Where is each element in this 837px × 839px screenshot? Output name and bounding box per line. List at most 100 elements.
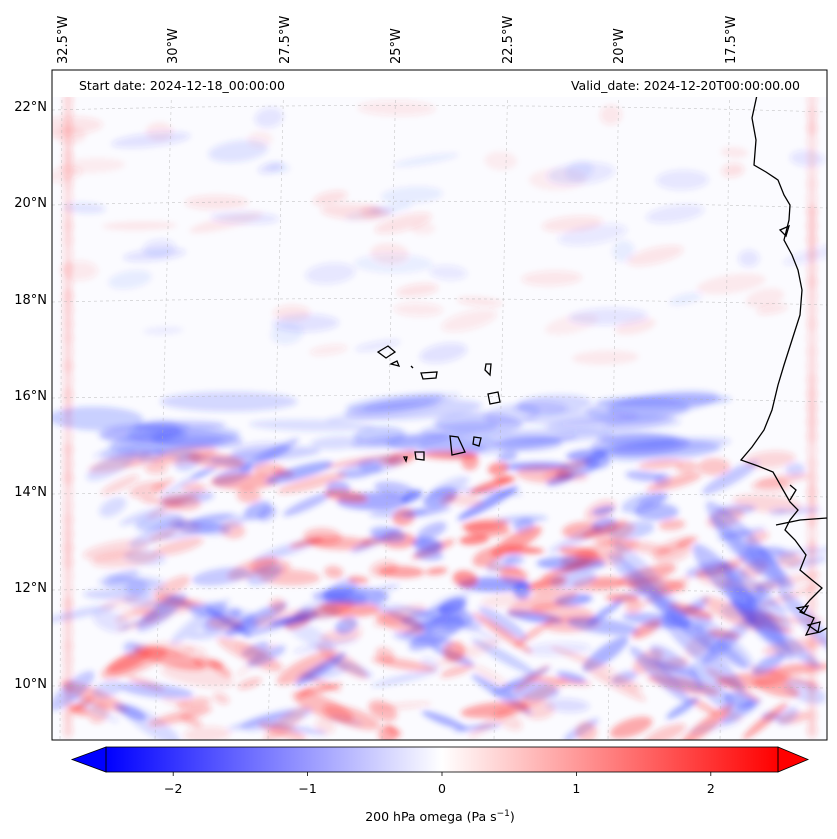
lat-label: 10°N xyxy=(14,677,47,692)
omega-blob xyxy=(614,317,656,335)
omega-blob xyxy=(807,400,817,416)
omega-blob xyxy=(180,714,203,728)
header-band xyxy=(52,70,827,97)
omega-blob xyxy=(162,494,201,511)
omega-blob xyxy=(362,392,461,411)
omega-blob xyxy=(238,438,299,473)
omega-blob xyxy=(375,611,425,635)
omega-blob xyxy=(571,350,639,365)
valid-date-label: Valid_date: 2024-12-20T00:00:00.00 xyxy=(571,78,800,93)
omega-blob xyxy=(566,617,640,636)
omega-blob xyxy=(63,190,73,206)
lon-label: 17.5°W xyxy=(724,16,739,64)
omega-blob xyxy=(300,601,341,619)
omega-blob xyxy=(566,449,608,461)
omega-blob xyxy=(582,520,628,539)
omega-blob xyxy=(612,240,635,262)
coastline xyxy=(376,70,827,636)
omega-blob xyxy=(742,702,788,740)
omega-blob xyxy=(625,600,644,614)
omega-blob xyxy=(807,428,817,444)
omega-blob xyxy=(420,421,499,437)
omega-blob xyxy=(807,176,817,192)
omega-blob xyxy=(63,232,73,248)
omega-blob xyxy=(675,460,698,474)
omega-blob xyxy=(63,596,73,612)
omega-blob xyxy=(270,322,304,345)
omega-blob xyxy=(777,586,827,652)
omega-blob xyxy=(52,406,144,431)
omega-blob xyxy=(135,513,184,531)
omega-blob xyxy=(373,583,400,594)
omega-blob xyxy=(136,449,166,463)
lon-label: 27.5°W xyxy=(278,16,293,64)
omega-blob xyxy=(102,221,178,231)
omega-blob xyxy=(63,554,73,570)
omega-blob xyxy=(702,460,759,495)
omega-blob xyxy=(429,265,468,281)
omega-blob xyxy=(192,567,250,586)
omega-blob xyxy=(807,316,817,332)
omega-blob xyxy=(63,302,73,318)
omega-blob xyxy=(441,309,497,332)
omega-blob xyxy=(807,330,817,346)
omega-blob xyxy=(503,553,525,568)
omega-blob xyxy=(575,721,598,740)
omega-blob xyxy=(213,692,230,705)
omega-blob xyxy=(315,717,336,735)
omega-blob xyxy=(625,470,666,482)
lon-label: 30°W xyxy=(166,28,181,64)
omega-blob xyxy=(452,570,478,588)
omega-blob xyxy=(484,404,541,426)
omega-blob xyxy=(123,248,186,262)
omega-blob xyxy=(92,609,129,633)
omega-blob xyxy=(459,534,490,545)
omega-blob xyxy=(807,106,817,122)
omega-blob xyxy=(769,508,786,516)
omega-blob xyxy=(660,614,745,693)
omega-blob xyxy=(162,696,192,708)
omega-blob xyxy=(277,472,347,494)
lon-label: 20°W xyxy=(612,28,627,64)
omega-blob xyxy=(63,176,73,192)
omega-blob xyxy=(516,465,572,484)
omega-blob xyxy=(638,459,683,470)
omega-blob xyxy=(246,645,286,667)
omega-blob xyxy=(264,706,307,740)
omega-blob xyxy=(393,302,443,317)
omega-blob xyxy=(63,484,73,500)
omega-blob xyxy=(189,212,263,233)
omega-blob xyxy=(63,386,73,402)
omega-blob xyxy=(187,451,245,470)
colorbar-label-close: ) xyxy=(510,809,515,824)
longitude-labels: 32.5°W 30°W 27.5°W 25°W 22.5°W 20°W 17.5… xyxy=(56,16,739,64)
omega-blob xyxy=(133,420,226,432)
omega-blob xyxy=(807,302,817,318)
omega-blob xyxy=(401,489,423,503)
omega-blob xyxy=(254,107,284,128)
omega-blob xyxy=(114,703,147,721)
omega-blob xyxy=(150,445,218,465)
omega-blob xyxy=(63,218,73,234)
omega-blob xyxy=(473,612,533,654)
omega-blob xyxy=(119,506,167,526)
omega-blob xyxy=(807,484,817,500)
omega-blob xyxy=(658,519,686,531)
graticule xyxy=(52,70,827,740)
omega-blob xyxy=(594,522,635,546)
omega-blob xyxy=(183,726,231,740)
omega-blob xyxy=(63,526,73,542)
omega-blob xyxy=(63,246,73,262)
omega-blob xyxy=(600,104,622,125)
colorbar-tick-label: 1 xyxy=(572,781,580,796)
omega-blob xyxy=(111,131,191,148)
omega-blob xyxy=(550,646,615,673)
omega-blob xyxy=(783,242,827,265)
omega-blob xyxy=(470,663,509,687)
omega-blob xyxy=(100,647,167,679)
omega-blob xyxy=(67,693,119,723)
omega-blob xyxy=(545,698,590,713)
omega-blob xyxy=(807,218,817,234)
omega-blob xyxy=(104,568,140,586)
omega-blob xyxy=(63,540,73,556)
